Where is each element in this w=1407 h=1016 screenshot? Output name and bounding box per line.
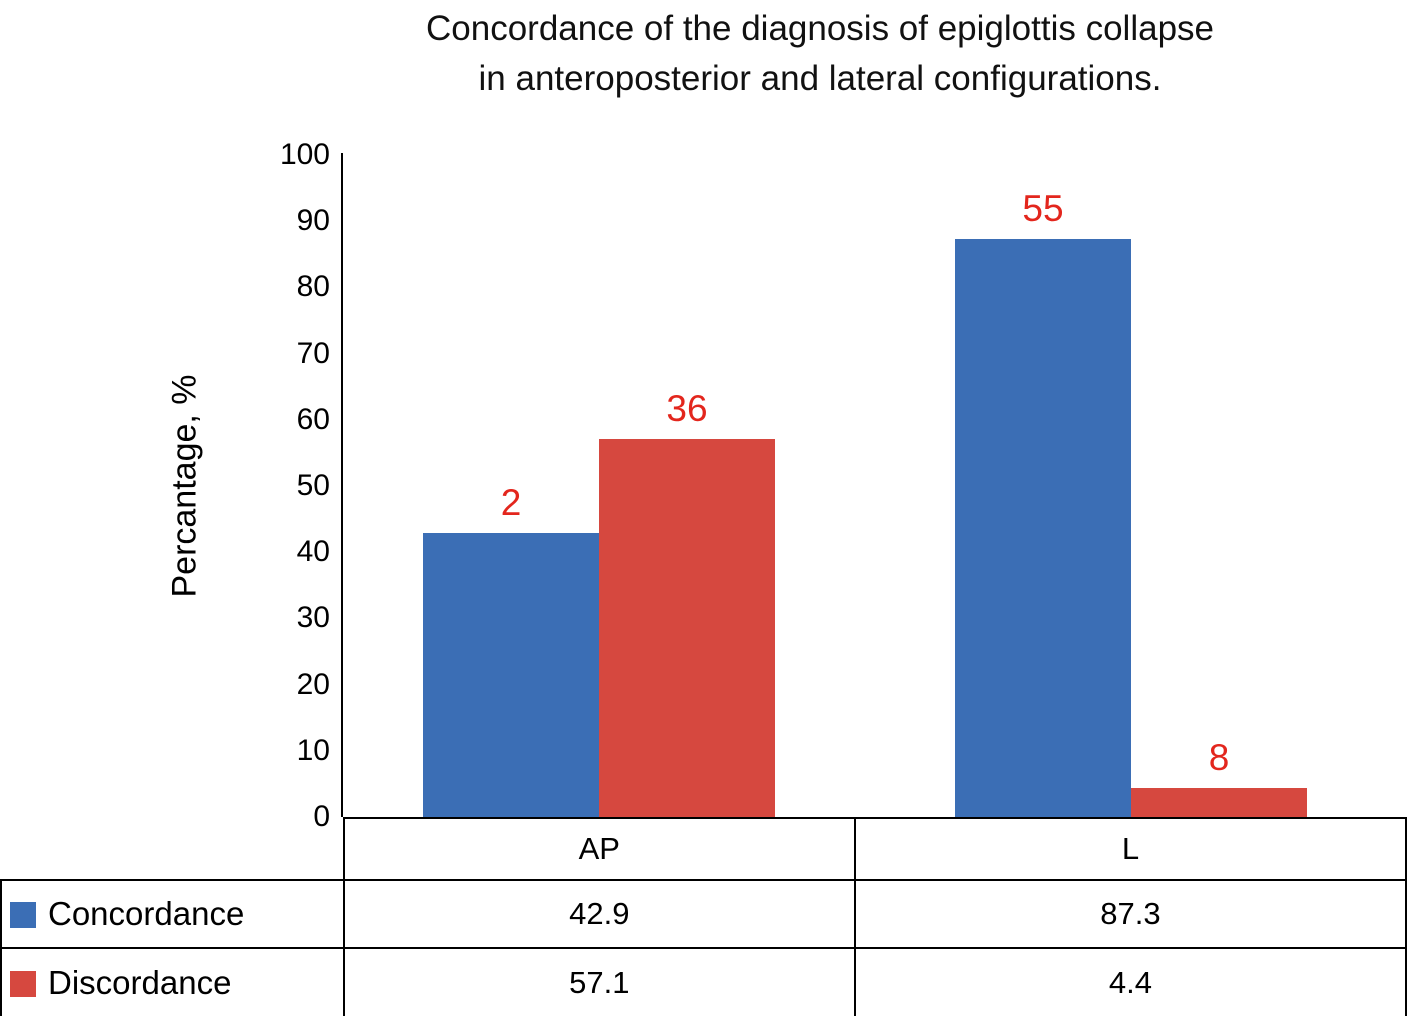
y-tick-label: 80 <box>296 270 330 304</box>
table-category-cell-l: L <box>853 817 1407 881</box>
y-tick-label: 60 <box>296 402 330 436</box>
bar-discordance-l <box>1131 787 1307 817</box>
legend-cell-discordance: Discordance <box>0 947 345 1016</box>
y-tick-label: 90 <box>296 204 330 238</box>
legend-label-concordance: Concordance <box>48 895 245 932</box>
y-tick-label: 50 <box>296 469 330 502</box>
legend-label-discordance: Discordance <box>48 963 232 1001</box>
bar-count-label-discordance-ap: 36 <box>666 387 708 429</box>
chart-title: Concordance of the diagnosis of epiglott… <box>240 4 1400 104</box>
table-value-cell-concordance-ap: 42.9 <box>342 879 856 949</box>
y-tick-label: 30 <box>296 601 330 635</box>
y-tick-label: 40 <box>296 535 330 569</box>
bar-concordance-l <box>955 239 1131 817</box>
bar-discordance-ap <box>599 438 775 817</box>
chart-title-line2: in anteroposterior and lateral configura… <box>478 59 1162 98</box>
legend-swatch-discordance <box>10 970 36 997</box>
table-value-cell-discordance-ap: 57.1 <box>342 947 856 1016</box>
bar-count-label-concordance-ap: 2 <box>500 482 522 523</box>
bar-count-label-concordance-l: 55 <box>1022 188 1064 230</box>
table-corner-blank <box>1 818 344 880</box>
legend-swatch-concordance <box>10 902 36 928</box>
table-value-cell-discordance-l: 4.4 <box>853 947 1407 1016</box>
y-axis-label: Percantage, % <box>165 374 204 598</box>
table-category-cell-ap: AP <box>342 817 856 881</box>
y-tick-label: 20 <box>296 667 330 701</box>
chart-title-line1: Concordance of the diagnosis of epiglott… <box>426 9 1214 48</box>
data-table: AP L Concordance 42.9 87.3 Discordance 57.1 4.4 <box>0 817 1407 1016</box>
y-tick-label: 70 <box>296 336 330 370</box>
y-tick-label: 10 <box>296 733 330 767</box>
y-tick-label: 100 <box>279 138 330 171</box>
bar-concordance-ap <box>423 533 599 817</box>
y-axis-line <box>341 153 343 817</box>
legend-cell-concordance: Concordance <box>0 879 345 949</box>
table-value-cell-concordance-l: 87.3 <box>853 879 1407 949</box>
y-tick-label: 0 <box>313 800 330 833</box>
bar-count-label-discordance-l: 8 <box>1208 736 1230 778</box>
